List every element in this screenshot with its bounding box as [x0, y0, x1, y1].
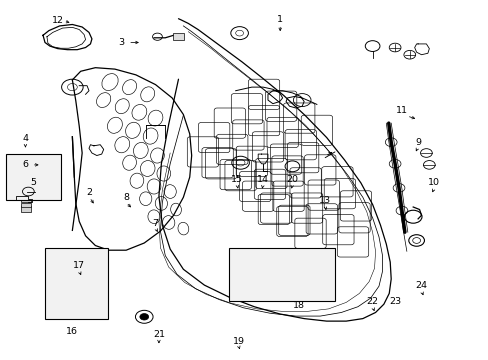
Text: 15: 15 — [231, 175, 243, 184]
Text: 19: 19 — [232, 337, 244, 346]
Text: 1: 1 — [277, 15, 283, 24]
Text: 4: 4 — [22, 134, 28, 143]
Text: 7: 7 — [152, 219, 158, 228]
Text: 11: 11 — [395, 107, 407, 115]
Text: 22: 22 — [366, 297, 378, 306]
Bar — [20, 203, 31, 207]
Bar — [228, 248, 335, 301]
Text: 24: 24 — [415, 281, 427, 289]
Text: 14: 14 — [257, 175, 268, 184]
Text: 18: 18 — [293, 301, 305, 310]
Bar — [20, 206, 31, 212]
Text: 12: 12 — [52, 16, 63, 25]
Text: 23: 23 — [388, 297, 400, 306]
Text: 17: 17 — [73, 261, 85, 270]
Text: 9: 9 — [414, 138, 420, 147]
Text: 2: 2 — [86, 188, 92, 197]
Bar — [20, 199, 31, 202]
Bar — [6, 154, 61, 200]
Text: 13: 13 — [319, 197, 330, 205]
Text: 21: 21 — [153, 330, 164, 338]
Text: 3: 3 — [118, 38, 124, 47]
Bar — [173, 33, 183, 40]
Text: 8: 8 — [123, 193, 129, 202]
Text: 10: 10 — [427, 178, 439, 187]
Text: 20: 20 — [286, 175, 298, 184]
Bar — [45, 248, 107, 319]
Text: 5: 5 — [30, 178, 36, 187]
Circle shape — [140, 314, 148, 320]
Text: 6: 6 — [22, 161, 28, 169]
Text: 16: 16 — [66, 328, 78, 336]
